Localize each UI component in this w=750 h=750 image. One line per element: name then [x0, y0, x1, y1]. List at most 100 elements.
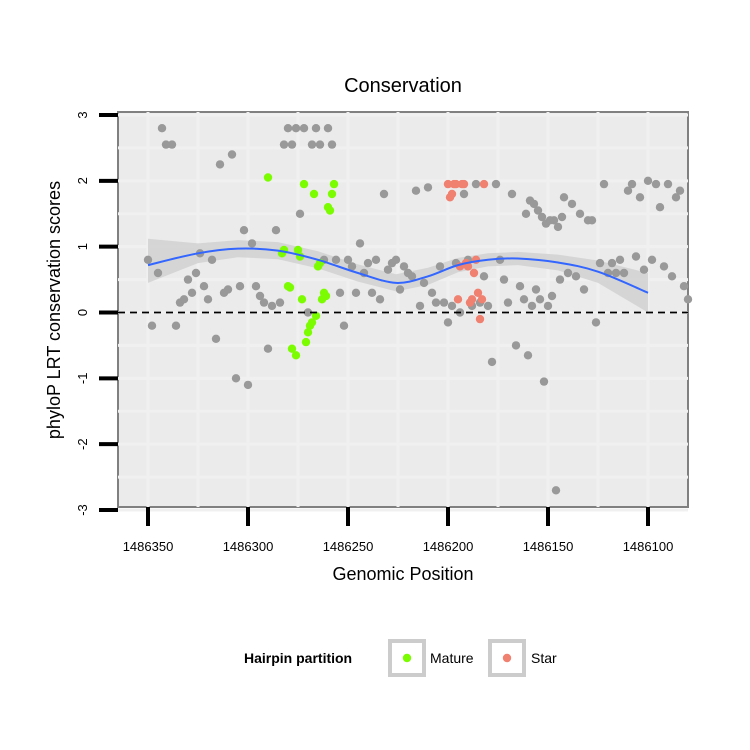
- other-point: [631, 252, 641, 261]
- mature-point: [327, 189, 337, 199]
- other-point: [315, 140, 325, 149]
- other-point: [435, 262, 445, 271]
- other-point: [551, 486, 561, 495]
- other-point: [157, 124, 167, 133]
- legend-label-star: Star: [531, 650, 557, 666]
- other-point: [231, 374, 241, 383]
- other-point: [415, 301, 425, 311]
- mature-point: [301, 337, 311, 347]
- other-point: [367, 288, 377, 297]
- other-point: [153, 268, 163, 278]
- plot-panel: [117, 111, 689, 508]
- other-point: [283, 124, 293, 133]
- other-point: [267, 301, 277, 311]
- y-tick-label: -1: [75, 373, 90, 385]
- other-point: [557, 212, 567, 222]
- other-point: [659, 262, 669, 271]
- other-point: [647, 255, 657, 264]
- x-tick-label: 1486250: [323, 539, 374, 554]
- other-point: [599, 179, 609, 189]
- other-point: [427, 288, 437, 297]
- other-point: [251, 282, 261, 291]
- other-point: [375, 295, 385, 304]
- star-point: [447, 189, 457, 199]
- other-point: [537, 212, 547, 222]
- x-tick-label: 1486100: [623, 539, 674, 554]
- other-point: [235, 282, 245, 291]
- other-point: [535, 295, 545, 304]
- mature-point: [263, 173, 273, 182]
- other-point: [275, 298, 285, 307]
- other-point: [663, 179, 673, 189]
- other-point: [479, 272, 489, 281]
- y-tick-label: 0: [75, 309, 90, 316]
- other-point: [379, 189, 389, 199]
- other-point: [527, 301, 537, 311]
- other-point: [443, 318, 453, 327]
- other-point: [303, 308, 313, 317]
- x-tick-label: 1486350: [123, 539, 174, 554]
- other-point: [447, 301, 457, 311]
- other-point: [363, 258, 373, 268]
- other-point: [431, 298, 441, 307]
- other-point: [507, 189, 517, 199]
- other-point: [683, 295, 693, 304]
- other-point: [203, 295, 213, 304]
- mature-point: [293, 245, 303, 255]
- star-point: [463, 262, 473, 271]
- legend-dot-mature: [402, 653, 412, 663]
- legend-dot-star: [502, 653, 512, 663]
- mature-point: [321, 291, 331, 301]
- other-point: [515, 282, 525, 291]
- other-point: [519, 295, 529, 304]
- other-point: [327, 140, 337, 149]
- other-point: [191, 268, 201, 278]
- other-point: [675, 186, 685, 195]
- other-point: [247, 239, 257, 248]
- other-point: [179, 295, 189, 304]
- y-tick-label: -3: [75, 504, 90, 516]
- mature-point: [307, 318, 317, 327]
- other-point: [167, 140, 177, 149]
- other-point: [143, 255, 153, 264]
- mature-point: [325, 206, 335, 215]
- y-tick-label: 3: [75, 111, 90, 118]
- other-point: [521, 209, 531, 218]
- other-point: [423, 183, 433, 192]
- other-point: [607, 258, 617, 268]
- other-point: [483, 301, 493, 311]
- other-point: [227, 150, 237, 159]
- star-point: [459, 179, 469, 189]
- legend: Hairpin partition Mature Star: [244, 639, 557, 677]
- x-tick-label: 1486200: [423, 539, 474, 554]
- other-point: [183, 275, 193, 284]
- other-point: [499, 275, 509, 284]
- other-point: [543, 301, 553, 311]
- smooth-line-layer: [147, 247, 649, 294]
- other-point: [627, 179, 637, 189]
- other-point: [533, 206, 543, 215]
- other-point: [355, 239, 365, 248]
- y-tick-label: 1: [75, 243, 90, 250]
- smooth-confidence-band: [148, 238, 648, 313]
- other-point: [559, 193, 569, 202]
- other-point: [655, 203, 665, 212]
- other-point: [549, 216, 559, 225]
- other-point: [331, 255, 341, 264]
- legend-title: Hairpin partition: [244, 650, 352, 666]
- other-point: [287, 140, 297, 149]
- other-point: [619, 268, 629, 278]
- other-point: [615, 255, 625, 264]
- other-point: [255, 291, 265, 301]
- other-point: [567, 199, 577, 209]
- other-point: [259, 298, 269, 307]
- other-point: [271, 226, 281, 235]
- mature-point: [329, 179, 339, 189]
- star-point: [453, 295, 463, 304]
- other-point: [529, 199, 539, 209]
- other-point: [279, 140, 289, 149]
- other-point: [147, 321, 157, 330]
- mature-point: [291, 351, 301, 360]
- star-point: [467, 295, 477, 304]
